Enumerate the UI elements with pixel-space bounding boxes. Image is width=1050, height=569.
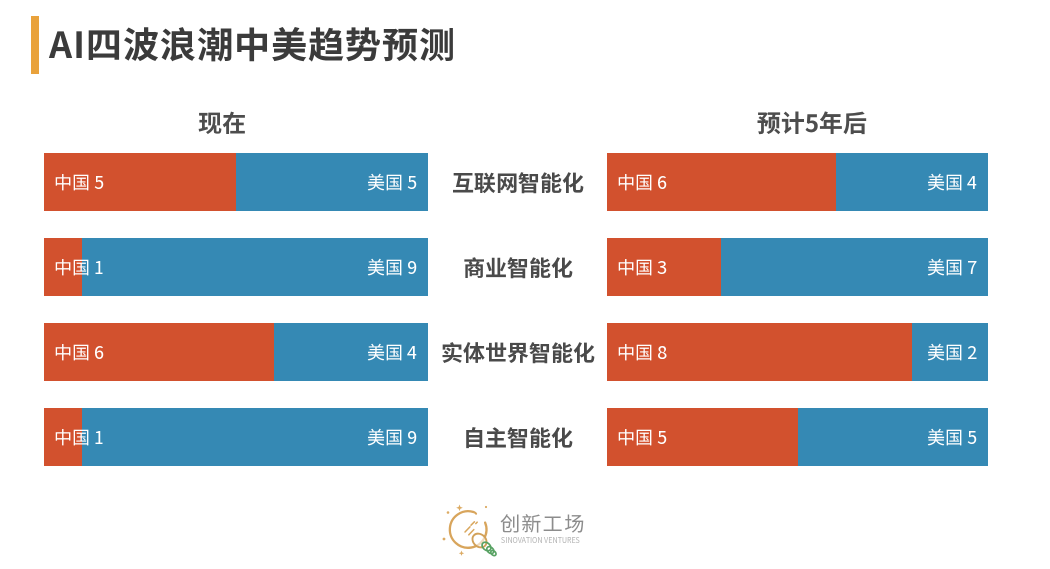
bar-label-china: 中国 5 — [54, 169, 105, 195]
wave-label: 自主智能化 — [462, 421, 573, 453]
bar-label-usa: 美国 9 — [366, 254, 417, 280]
bar-row: 中国 6 美国 4 — [607, 153, 988, 211]
china-segment: 中国 1 — [44, 408, 104, 466]
sinovation-ventures-logo: 创新工场 SINOVATION VENTURES — [425, 495, 655, 565]
bar-row: 中国 5 美国 5 — [607, 408, 988, 466]
bar-label-usa: 美国 5 — [366, 169, 417, 195]
usa-segment: 美国 5 — [236, 153, 428, 211]
column-header-now: 现在 — [198, 104, 246, 139]
title-accent-bar — [31, 16, 39, 74]
bar-row: 中国 5 美国 5 — [44, 153, 428, 211]
bar-label-usa: 美国 2 — [926, 339, 977, 365]
column-header-future: 预计5年后 — [756, 104, 868, 139]
bar-label-usa: 美国 9 — [366, 424, 417, 450]
bar-label-usa: 美国 4 — [926, 169, 977, 195]
bar-label-china: 中国 6 — [54, 339, 105, 365]
usa-segment: 美国 5 — [797, 408, 988, 466]
bar-label-china: 中国 8 — [617, 339, 668, 365]
china-segment: 中国 3 — [607, 238, 722, 296]
bar-label-china: 中国 5 — [617, 424, 668, 450]
china-segment: 中国 5 — [607, 408, 798, 466]
lightbulb-ring-icon — [442, 504, 497, 557]
page-title: AI四波浪潮中美趋势预测 — [49, 17, 456, 69]
wave-label: 实体世界智能化 — [440, 336, 595, 368]
usa-segment: 美国 9 — [82, 238, 428, 296]
bar-label-china: 中国 6 — [617, 169, 668, 195]
logo-name: 创新工场 — [500, 508, 586, 537]
logo-subtitle: SINOVATION VENTURES — [501, 534, 580, 546]
china-segment: 中国 5 — [44, 153, 236, 211]
bar-row: 中国 1 美国 9 — [44, 238, 428, 296]
bar-label-usa: 美国 5 — [926, 424, 977, 450]
wave-label: 商业智能化 — [462, 251, 573, 283]
bar-label-usa: 美国 4 — [366, 339, 417, 365]
usa-segment: 美国 7 — [721, 238, 988, 296]
usa-segment: 美国 9 — [82, 408, 428, 466]
usa-segment: 美国 4 — [835, 153, 988, 211]
china-segment: 中国 1 — [44, 238, 104, 296]
china-segment: 中国 6 — [607, 153, 836, 211]
china-segment: 中国 6 — [44, 323, 275, 381]
bar-row: 中国 1 美国 9 — [44, 408, 428, 466]
bar-row: 中国 8 美国 2 — [607, 323, 988, 381]
bar-label-usa: 美国 7 — [926, 254, 977, 280]
bar-label-china: 中国 1 — [54, 424, 105, 450]
bar-row: 中国 3 美国 7 — [607, 238, 988, 296]
usa-segment: 美国 4 — [274, 323, 428, 381]
wave-label: 互联网智能化 — [451, 166, 584, 198]
usa-segment: 美国 2 — [911, 323, 988, 381]
bar-row: 中国 6 美国 4 — [44, 323, 428, 381]
china-segment: 中国 8 — [607, 323, 912, 381]
bar-label-china: 中国 1 — [54, 254, 105, 280]
bar-label-china: 中国 3 — [617, 254, 668, 280]
